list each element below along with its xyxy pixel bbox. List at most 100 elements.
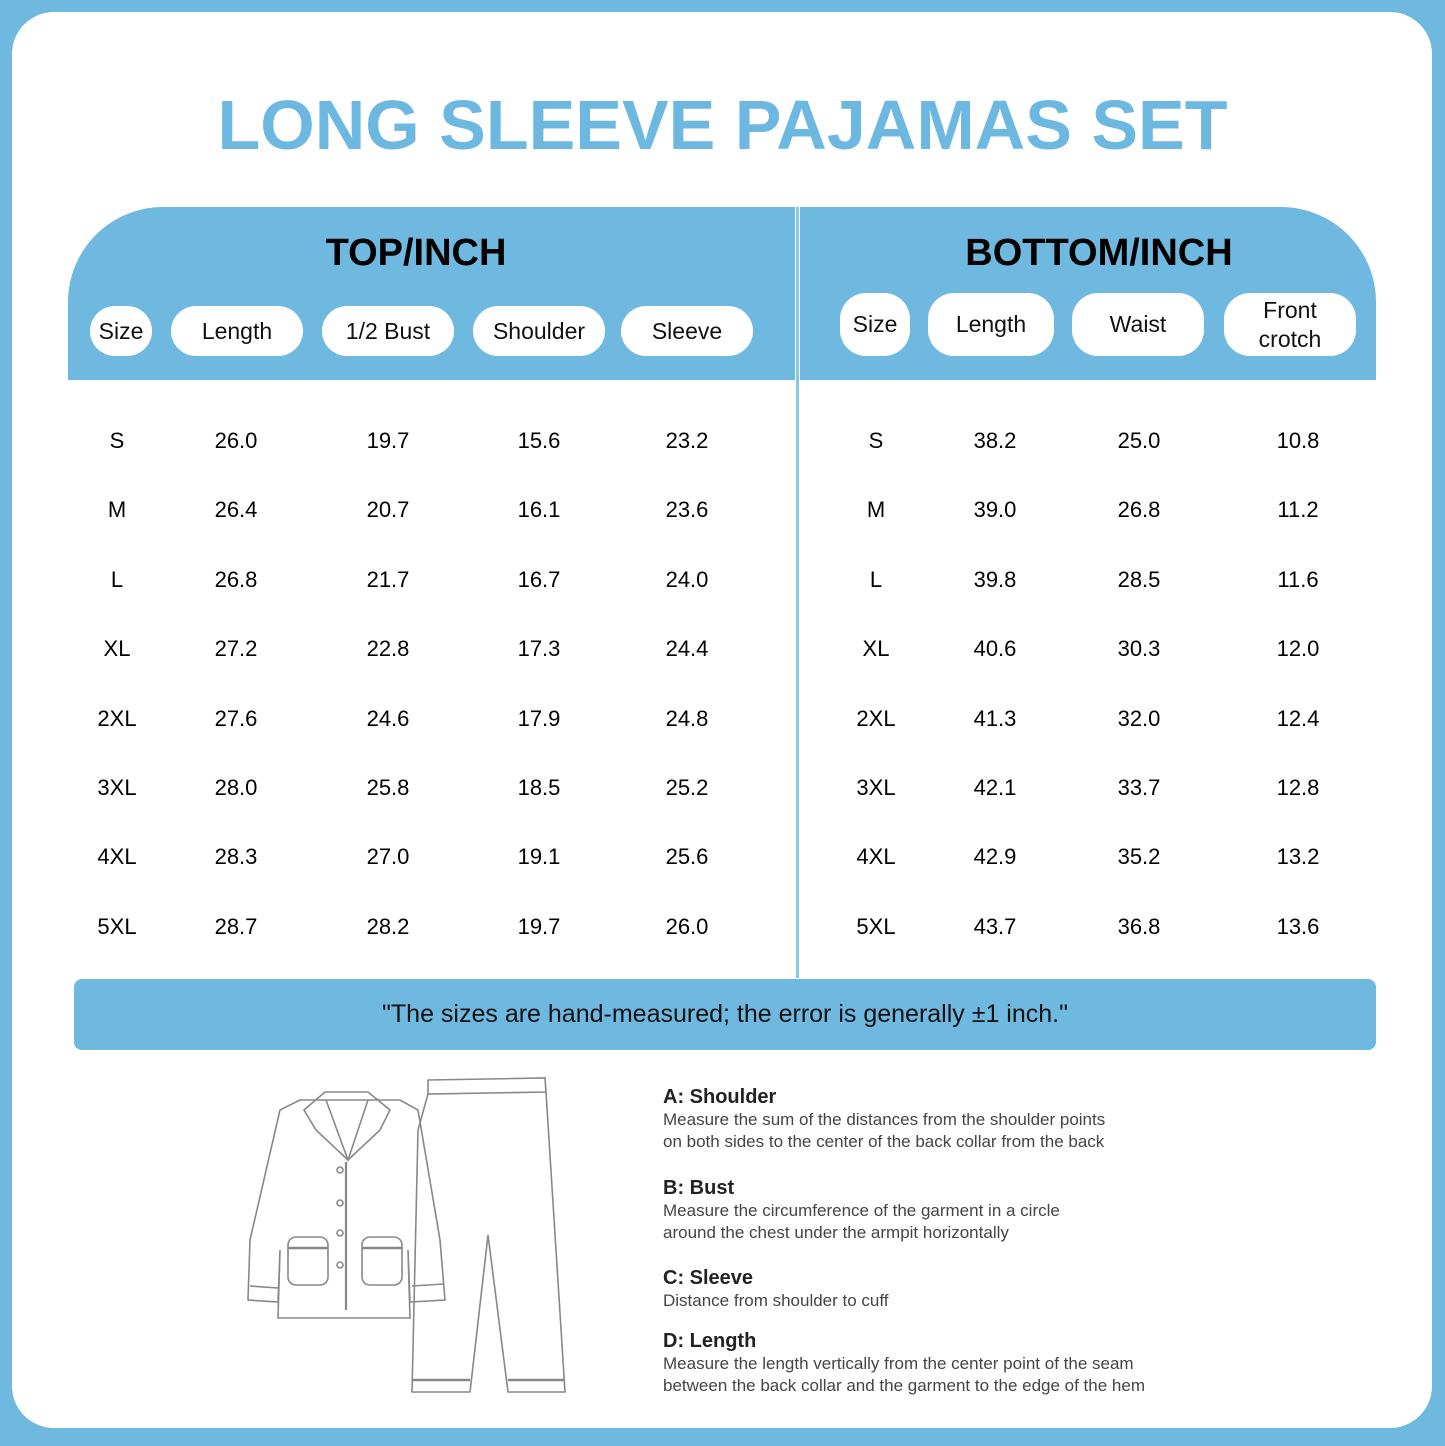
bottom-table-cell: 5XL [856,913,896,939]
top-table-cell: 2XL [97,705,137,731]
bottom-table-cell: 43.7 [973,913,1017,939]
top-table-cell: 19.7 [366,428,410,453]
column-header: Shoulder [473,306,605,356]
top-table-cell: 19.1 [517,844,561,870]
column-header: Length [928,293,1054,356]
top-table-cell: M [107,497,127,523]
description-heading: A: Shoulder [663,1086,777,1108]
column-header: Waist [1072,293,1204,356]
column-header: Sleeve [621,306,753,356]
column-header: Size [840,293,910,356]
top-table-cell: 23.6 [665,497,709,523]
description-text: Distance from shoulder to cuff [663,1291,889,1310]
description-text: Measure the sum of the distances from th… [663,1110,1106,1129]
top-table-cell: 26.0 [665,913,709,939]
table-divider [796,207,799,978]
bottom-table-cell: 39.8 [973,566,1017,592]
top-table-cell: 21.7 [366,566,410,592]
bottom-table-cell: 38.2 [973,428,1017,453]
bottom-table-cell: 42.9 [973,844,1017,870]
measurement-description: C: Sleeve Distance from shoulder to cuff [663,1267,1363,1312]
top-table-cell: 22.8 [366,636,410,662]
measurement-note: "The sizes are hand-measured; the error … [74,979,1376,1050]
top-table-cell: 15.6 [517,428,561,453]
column-header: Front crotch [1224,293,1356,356]
column-header: 1/2 Bust [322,306,454,356]
top-table-cell: 27.0 [366,844,410,870]
top-table-cell: 5XL [97,913,137,939]
top-table-cell: L [110,566,124,592]
measurement-description: A: Shoulder Measure the sum of the distan… [663,1086,1363,1153]
top-table-cell: 26.4 [214,497,258,523]
bottom-table-cell: 26.8 [1117,497,1161,523]
top-table-cell: 28.2 [366,913,410,939]
top-table-cell: S [109,428,125,453]
bottom-table-cell: 28.5 [1117,566,1161,592]
bottom-table-cell: 2XL [856,705,896,731]
bottom-table-cell: 33.7 [1117,775,1161,800]
bottom-table-cell: L [869,566,883,592]
bottom-table-cell: XL [862,636,890,662]
measurement-description: D: Length Measure the length vertically f… [663,1330,1363,1397]
description-heading: C: Sleeve [663,1267,754,1289]
bottom-table-cell: 35.2 [1117,844,1161,870]
top-table-cell: 23.2 [665,428,709,453]
bottom-table-cell: 4XL [856,844,896,870]
bottom-table-cell: 32.0 [1117,705,1161,731]
top-table-cell: 26.0 [214,428,258,453]
bottom-table-cell: 39.0 [973,497,1017,523]
bottom-table-cell: 12.4 [1276,705,1320,731]
top-table-cell: 4XL [97,844,137,870]
top-table-cell: 24.4 [665,636,709,662]
bottom-table-cell: 13.6 [1276,913,1320,939]
page-title: LONG SLEEVE PAJAMAS SET [217,86,1228,164]
top-table-cell: 28.0 [214,775,258,800]
top-table-cell: 27.6 [214,705,258,731]
description-text: Measure the length vertically from the c… [663,1354,1134,1373]
bottom-table-cell: 11.6 [1277,566,1319,592]
pajamas-illustration [247,1077,566,1393]
column-header: Length [171,306,303,356]
bottom-table-cell: 30.3 [1117,636,1161,662]
top-table-cell: 18.5 [517,775,561,800]
top-table-cell: 25.8 [366,775,410,800]
description-text: on both sides to the center of the back … [663,1132,1105,1151]
top-table-cell: 16.1 [517,497,561,523]
top-table-cell: 24.6 [366,705,410,731]
bottom-table-cell: 12.8 [1276,775,1320,800]
measurement-description: B: Bust Measure the circumference of the … [663,1177,1363,1244]
column-header: Size [90,306,152,356]
top-table-cell: 28.3 [214,844,258,870]
top-table-cell: 24.8 [665,705,709,731]
top-table-cell: 27.2 [214,636,258,662]
top-table-cell: 16.7 [517,566,561,592]
bottom-table-cell: 41.3 [973,705,1017,731]
bottom-table-cell: 11.2 [1277,497,1319,523]
bottom-table-cell: 3XL [856,775,896,800]
bottom-table-cell: M [866,497,886,523]
top-table-cell: 28.7 [214,913,258,939]
bottom-table-cell: 42.1 [973,775,1017,800]
bottom-table-cell: S [868,428,884,453]
bottom-table-cell: 36.8 [1117,913,1161,939]
top-table-title: TOP/INCH [325,232,507,274]
top-table-cell: 17.3 [517,636,561,662]
description-text: between the back collar and the garment … [663,1376,1145,1395]
bottom-table-cell: 40.6 [973,636,1017,662]
description-heading: D: Length [663,1330,757,1352]
top-table-cell: 24.0 [665,566,709,592]
bottom-table-title: BOTTOM/INCH [965,232,1233,274]
top-table-cell: 17.9 [517,705,561,731]
top-table-cell: 25.2 [665,775,709,800]
top-table-cell: 3XL [97,775,137,800]
description-heading: B: Bust [663,1177,735,1199]
bottom-table-cell: 25.0 [1117,428,1161,453]
top-table-cell: XL [103,636,131,662]
top-table-cell: 25.6 [665,844,709,870]
top-table-cell: 20.7 [366,497,410,523]
top-table-cell: 19.7 [517,913,561,939]
description-text: around the chest under the armpit horizo… [663,1223,1009,1242]
description-text: Measure the circumference of the garment… [663,1201,1060,1220]
bottom-table-cell: 13.2 [1276,844,1320,870]
top-table-cell: 26.8 [214,566,258,592]
